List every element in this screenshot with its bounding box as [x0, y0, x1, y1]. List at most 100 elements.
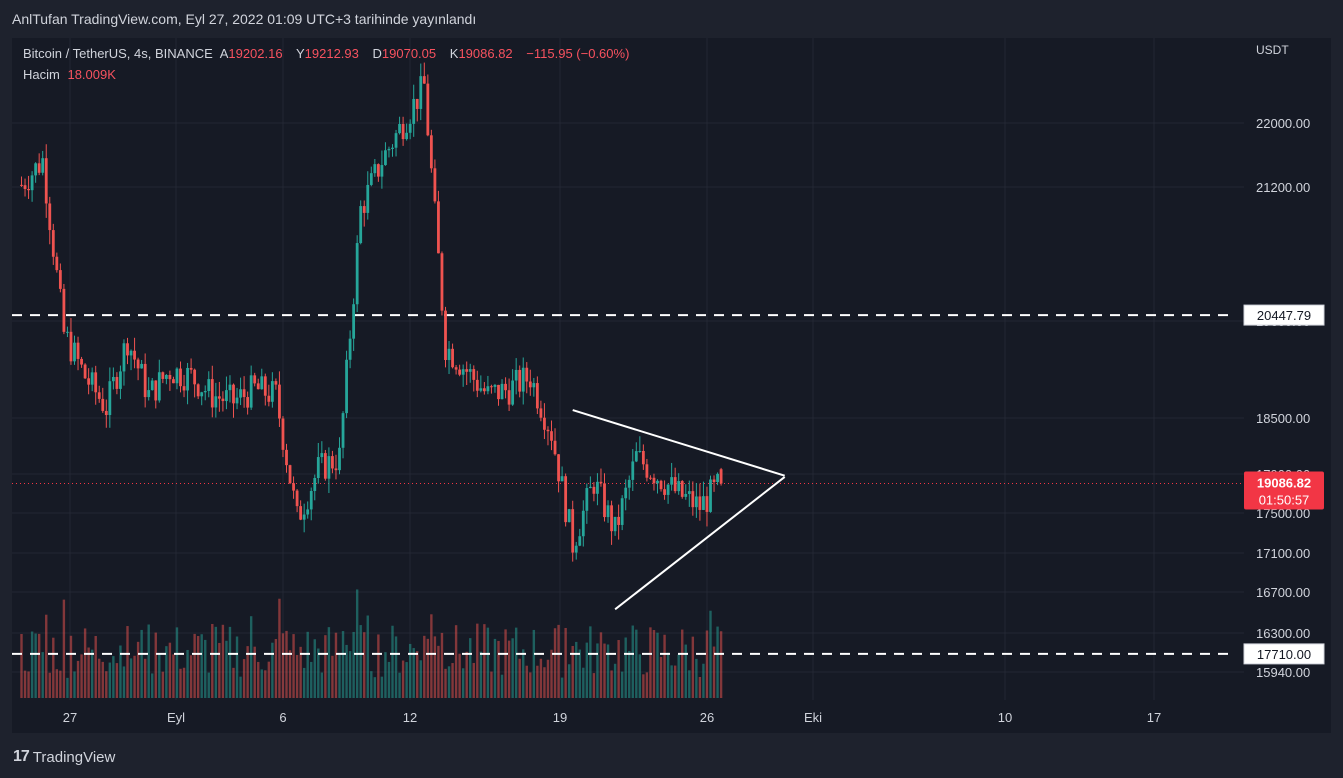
volume-bar	[550, 649, 553, 698]
volume-bar	[599, 632, 603, 698]
volume-bar	[606, 644, 610, 698]
candle-body	[652, 477, 656, 484]
candle-body	[246, 397, 250, 408]
candle-body	[426, 83, 430, 136]
volume-bar	[384, 652, 387, 698]
price-tick-label: 22000.00	[1256, 116, 1310, 131]
volume-bar	[461, 668, 465, 698]
volume-bar	[45, 614, 48, 698]
candle-body	[553, 440, 557, 455]
volume-bar	[497, 640, 500, 698]
candle-body	[528, 381, 532, 388]
legend-ohlc: Bitcoin / TetherUS, 4s, BINANCE A19202.1…	[23, 46, 639, 61]
candle-body	[574, 545, 578, 553]
volume-bar	[186, 649, 189, 698]
candle-body	[645, 464, 649, 478]
volume-bar	[507, 640, 511, 698]
time-axis[interactable]	[12, 700, 1331, 733]
volume-bar	[504, 629, 507, 698]
volume-bar	[532, 629, 536, 698]
volume-bar	[196, 636, 200, 698]
volume-bar	[688, 670, 691, 698]
candle-body	[532, 383, 536, 388]
volume-bar	[260, 669, 263, 698]
legend-high: 19212.93	[304, 46, 359, 61]
volume-bar	[373, 677, 377, 698]
candle-body	[348, 338, 352, 360]
candle-body	[627, 479, 631, 488]
volume-bar	[363, 632, 366, 698]
candle-body	[380, 165, 384, 177]
volume-bar	[214, 626, 218, 698]
candle-body	[306, 509, 310, 515]
volume-bar	[543, 667, 546, 698]
candle-body	[214, 396, 218, 408]
candle-body	[58, 270, 62, 289]
legend-close: 19086.82	[458, 46, 513, 61]
volume-bar	[398, 672, 401, 698]
candle-body	[408, 123, 412, 133]
volume-bar	[391, 625, 394, 698]
volume-bar	[168, 642, 172, 698]
chart-pane[interactable]	[12, 38, 1244, 700]
candle-body	[331, 456, 334, 469]
candle-body	[37, 163, 41, 173]
candle-body	[702, 496, 705, 510]
candle-body	[581, 510, 585, 537]
tradingview-logo[interactable]: 17 TradingView	[13, 748, 115, 766]
resistance-label-box	[1243, 304, 1325, 326]
volume-bar	[716, 626, 719, 698]
candle-body	[666, 484, 670, 495]
candle-body	[232, 384, 235, 404]
volume-bar	[539, 658, 543, 698]
volume-bar	[416, 651, 419, 698]
candle-body	[384, 150, 387, 166]
footer	[0, 733, 1343, 778]
candle-body	[578, 536, 582, 546]
candle-body	[104, 410, 108, 416]
candle-body	[705, 496, 709, 512]
volume-bar	[242, 659, 246, 698]
candle-body	[631, 461, 635, 480]
candle-body	[101, 398, 105, 411]
price-axis[interactable]	[1244, 38, 1331, 700]
candle-body	[461, 369, 465, 375]
volume-bar	[232, 667, 235, 698]
volume-bar	[681, 629, 684, 698]
price-tick-label: 16300.00	[1256, 626, 1310, 641]
volume-bar	[663, 634, 666, 698]
volume-bar	[221, 624, 225, 698]
candle-body	[599, 481, 603, 484]
volume-bar	[479, 651, 483, 698]
candle-body	[320, 453, 324, 458]
volume-bar	[147, 624, 150, 698]
axis-currency[interactable]: USDT	[1256, 43, 1289, 57]
candle-body	[111, 376, 115, 382]
candle-body	[585, 488, 589, 511]
volume-bar	[493, 638, 497, 698]
volume-label[interactable]: Hacim	[23, 67, 60, 82]
candle-body	[292, 483, 295, 491]
volume-bar	[189, 655, 193, 698]
candle-body	[217, 396, 221, 399]
candle-body	[203, 391, 207, 393]
candle-body	[680, 481, 684, 497]
candle-body	[433, 168, 437, 202]
volume-bar	[30, 631, 34, 698]
volume-bar	[613, 663, 617, 698]
legend-symbol[interactable]: Bitcoin / TetherUS, 4s, BINANCE	[23, 46, 213, 61]
legend-high-label: Y	[295, 46, 305, 61]
candle-body	[546, 429, 550, 432]
volume-bar	[659, 656, 663, 698]
candle-body	[624, 487, 628, 499]
candle-body	[242, 389, 246, 398]
candle-body	[253, 375, 257, 384]
candle-body	[405, 132, 409, 140]
time-tick-label: 27	[63, 710, 77, 725]
time-tick-label: 10	[998, 710, 1012, 725]
volume-bar	[59, 670, 62, 698]
volume-bar	[472, 662, 475, 698]
volume-bar	[271, 642, 274, 698]
candle-body	[550, 431, 553, 441]
volume-bar	[48, 672, 51, 698]
